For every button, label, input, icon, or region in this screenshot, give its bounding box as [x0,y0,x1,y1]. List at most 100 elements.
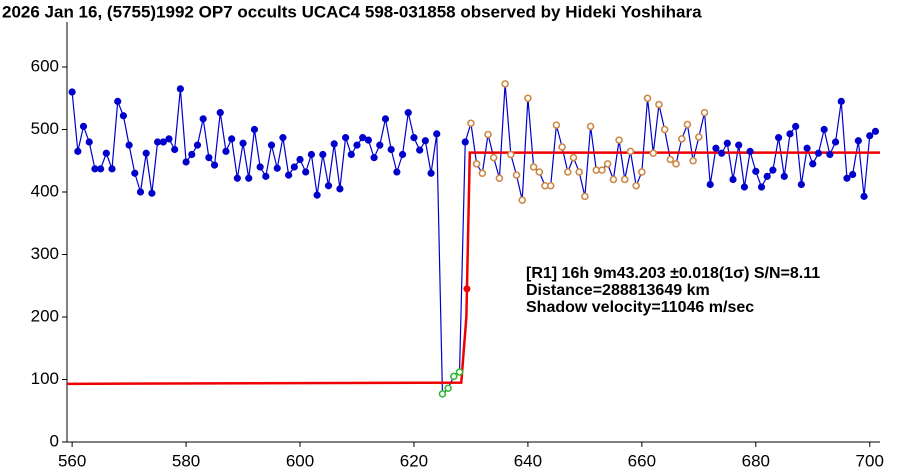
data-point [205,154,213,162]
data-point [330,140,338,148]
data-point [108,165,116,173]
data-point [615,136,623,144]
annotation: Distance=288813649 km [526,282,710,299]
data-point [472,160,481,168]
data-point [495,174,504,183]
data-point [68,88,76,96]
data-point [404,109,412,117]
data-point [376,141,384,149]
data-point [507,150,515,159]
y-tick-label: 600 [31,56,59,75]
data-point [826,150,834,159]
data-point [860,192,868,200]
data-point [660,125,669,134]
data-point [148,189,156,197]
data-point [718,149,726,157]
data-point [273,164,281,172]
data-point [809,160,817,168]
data-point [603,160,612,168]
x-tick-label: 600 [286,451,314,470]
event-point [463,285,471,293]
data-point [410,134,418,142]
data-point [706,180,714,189]
data-point [370,154,378,162]
data-point [780,172,788,180]
data-point [723,139,731,147]
data-point [176,85,184,93]
data-point [518,196,527,204]
x-tick-label: 700 [856,451,884,470]
data-point [142,149,150,157]
x-tick-label: 660 [628,451,656,470]
y-tick-label: 200 [31,306,59,325]
data-point [797,180,805,189]
data-point [279,134,287,142]
data-point [302,168,310,176]
data-point [233,174,241,182]
data-point [632,181,640,190]
y-tick-label: 100 [31,369,59,388]
data-point [336,185,344,193]
data-point [324,182,333,190]
data-point [467,119,475,128]
data-point [387,145,395,154]
data-point [649,149,658,158]
data-point [341,134,350,142]
data-point [871,127,880,135]
y-tick-label: 0 [50,431,59,450]
y-tick-label: 300 [31,244,59,263]
data-point [854,137,862,145]
data-point [199,115,207,123]
data-point [746,147,754,155]
data-point [228,135,236,143]
data-point [655,100,663,109]
data-point [296,155,304,164]
data-point [239,139,247,147]
data-point [216,109,224,117]
x-tick-label: 620 [400,451,428,470]
data-point [575,168,583,176]
data-point [347,150,355,159]
data-point [444,384,452,393]
data-point [102,149,110,157]
data-point [695,133,703,141]
data-point [438,390,447,398]
data-point [866,132,874,140]
x-tick-label: 560 [58,451,86,470]
data-point [313,191,321,199]
data-point [501,80,509,88]
data-point [182,158,190,166]
y-tick-label: 500 [31,119,59,138]
data-point [250,125,259,134]
data-point [79,122,88,130]
data-point [638,168,646,176]
data-point [461,138,469,146]
data-point [74,147,82,155]
data-point [114,97,122,105]
data-point [757,183,766,191]
data-point [769,166,777,174]
data-point [484,130,492,139]
data-point [626,147,635,156]
data-point [353,141,361,149]
data-point [359,134,367,142]
data-point [416,146,424,154]
data-point [831,138,840,146]
data-point [210,161,219,169]
data-point [398,150,407,159]
data-point [712,144,720,152]
data-point [131,169,139,177]
data-point [849,170,857,179]
data-point [700,108,709,117]
data-point [97,165,105,173]
data-point [689,156,697,165]
data-point [729,175,737,184]
data-point [529,163,538,171]
data-point [256,163,264,171]
data-point [552,121,561,129]
data-point [672,160,680,168]
data-point [125,141,133,149]
data-point [427,169,435,177]
data-point [524,94,532,103]
